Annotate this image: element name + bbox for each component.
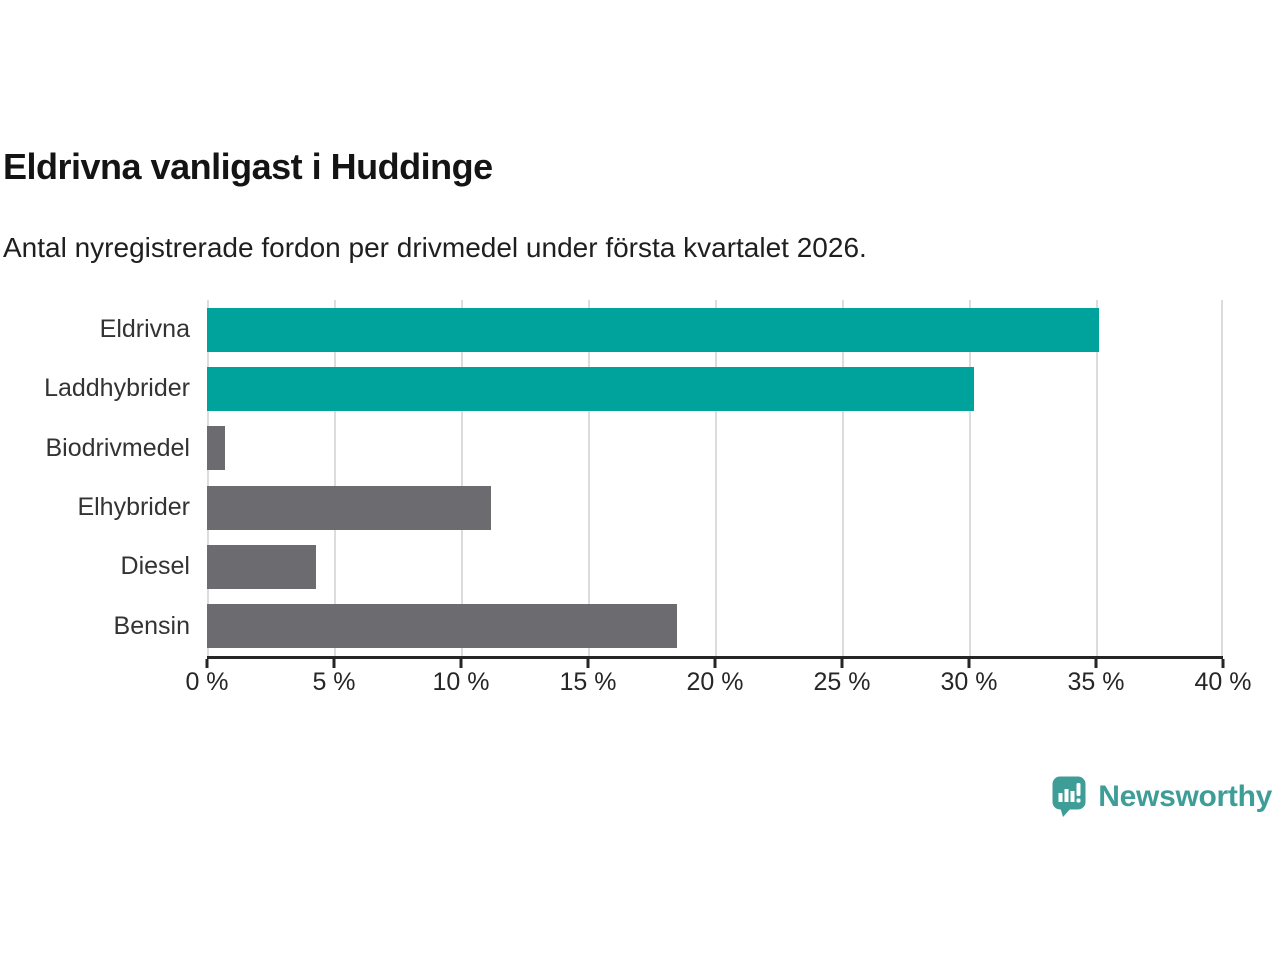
x-axis-ticks (205, 659, 1225, 669)
newsworthy-logo: Newsworthy (1052, 776, 1272, 818)
x-tick-label: 20 % (686, 668, 744, 696)
category-label-elhybrider: Elhybrider (77, 493, 190, 522)
category-label-laddhybrider: Laddhybrider (44, 374, 190, 403)
x-tick-label: 40 % (1194, 668, 1252, 696)
x-tick-label: 25 % (813, 668, 871, 696)
newsworthy-speech-bubble-bar-chart-icon (1052, 776, 1087, 818)
x-axis-line (207, 656, 1223, 659)
bar-row (207, 597, 1223, 656)
x-tick (840, 659, 844, 668)
x-tick (586, 659, 590, 668)
bar-row (207, 478, 1223, 537)
bar-diesel (207, 544, 317, 589)
x-tick-label: 35 % (1067, 668, 1125, 696)
x-tick-label: 0 % (185, 668, 229, 696)
bar-rows (207, 300, 1223, 656)
category-label-biodrivmedel: Biodrivmedel (45, 433, 190, 462)
bar-row (207, 300, 1223, 359)
category-label-eldrivna: Eldrivna (99, 315, 190, 344)
x-tick (205, 659, 209, 668)
chart-title: Eldrivna vanligast i Huddinge (3, 146, 493, 187)
y-axis-category-labels: Eldrivna Laddhybrider Biodrivmedel Elhyb… (0, 300, 190, 656)
plot-area (207, 300, 1223, 656)
x-tick (1221, 659, 1225, 668)
bar-biodrivmedel (207, 426, 225, 471)
x-tick-label: 15 % (559, 668, 617, 696)
bar-elhybrider (207, 485, 492, 530)
x-axis-tick-labels: 0 % 5 % 10 % 15 % 20 % 25 % 30 % 35 % 40… (185, 668, 1251, 702)
category-label-diesel: Diesel (120, 552, 190, 581)
bar-laddhybrider (207, 366, 975, 411)
bar-row (207, 419, 1223, 478)
newsworthy-logo-text: Newsworthy (1098, 780, 1272, 813)
bar-bensin (207, 604, 677, 649)
x-tick (332, 659, 336, 668)
x-tick-label: 30 % (940, 668, 998, 696)
x-tick-label: 5 % (312, 668, 356, 696)
bar-row (207, 359, 1223, 418)
category-label-bensin: Bensin (113, 611, 190, 640)
x-tick (967, 659, 971, 668)
x-tick-label: 10 % (432, 668, 490, 696)
x-tick (713, 659, 717, 668)
x-tick (1094, 659, 1098, 668)
bar-eldrivna (207, 307, 1099, 352)
chart-subtitle: Antal nyregistrerade fordon per drivmede… (3, 232, 867, 263)
bar-row (207, 537, 1223, 596)
x-tick (459, 659, 463, 668)
